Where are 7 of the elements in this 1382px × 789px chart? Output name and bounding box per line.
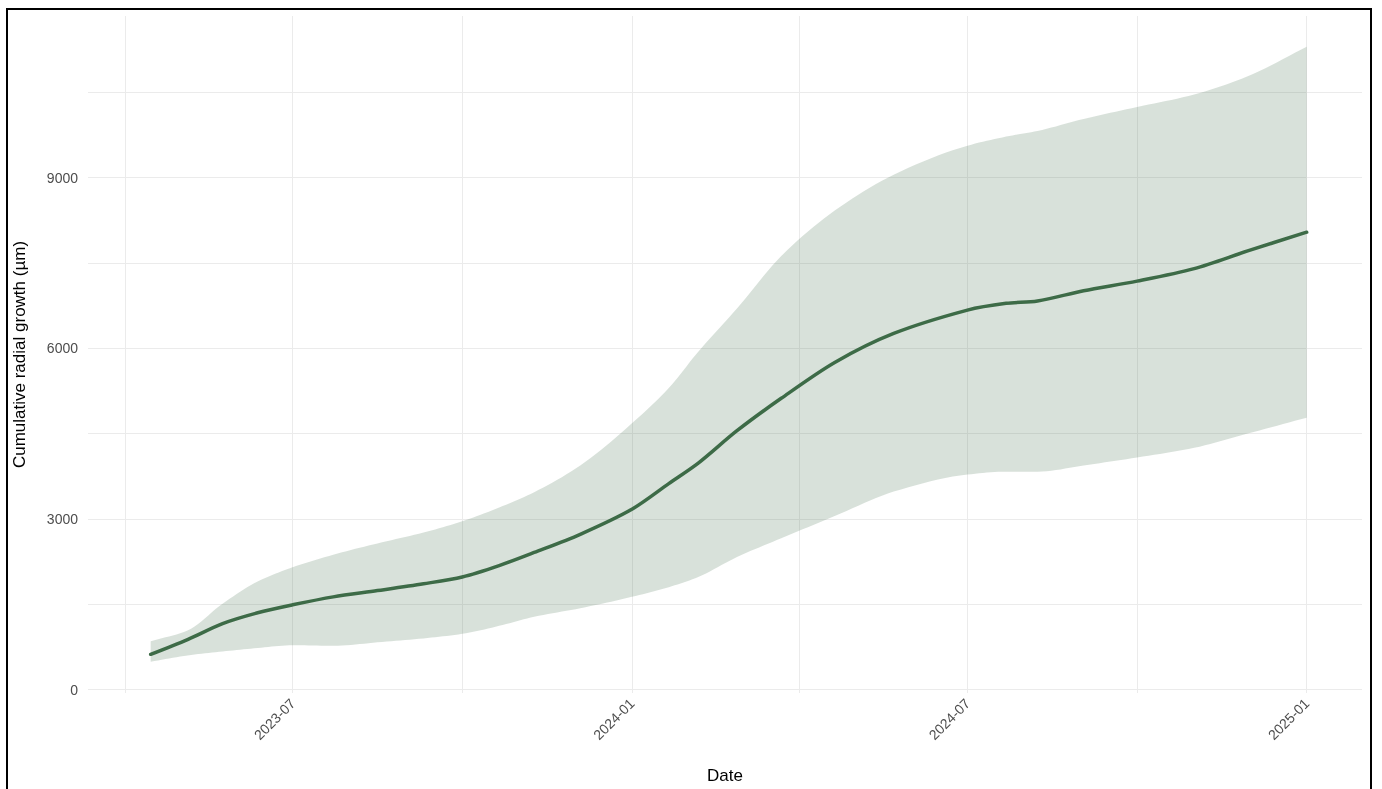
line-series bbox=[148, 230, 1309, 657]
y-tick-label: 0 bbox=[70, 681, 79, 698]
x-axis-title: Date bbox=[707, 766, 743, 785]
y-tick-label: 3000 bbox=[46, 510, 79, 527]
y-axis-title: Cumulative radial growth (µm) bbox=[10, 240, 29, 469]
y-tick-label: 6000 bbox=[46, 340, 79, 357]
y-tick-label: 9000 bbox=[46, 169, 79, 186]
